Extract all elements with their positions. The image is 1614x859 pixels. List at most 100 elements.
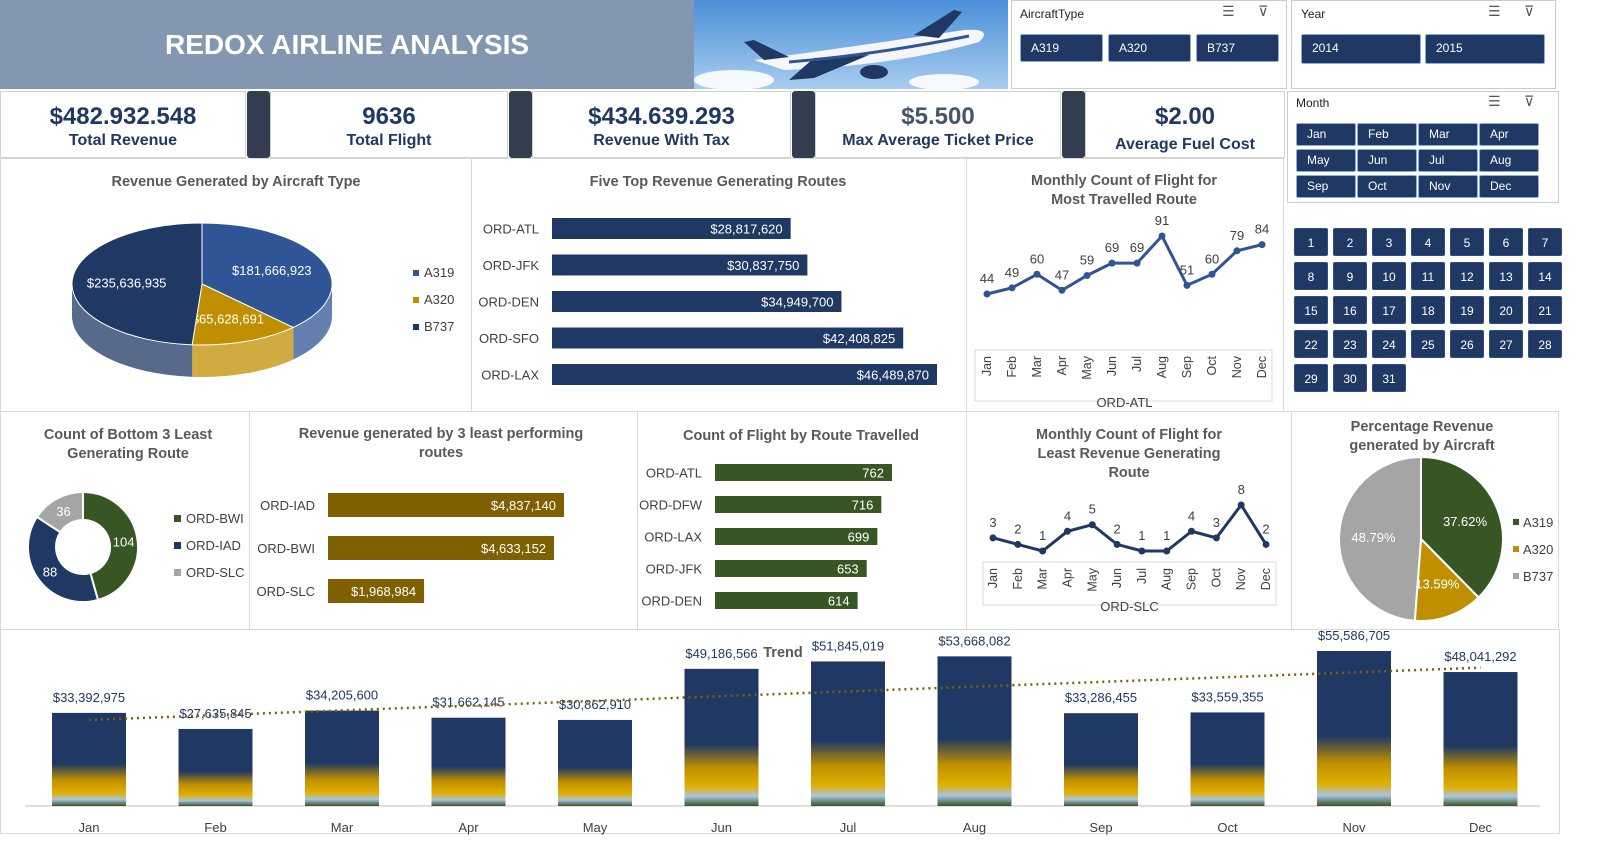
bar[interactable] [1190, 712, 1265, 806]
data-point[interactable] [1083, 271, 1091, 279]
month-oct-button[interactable]: Oct [1357, 175, 1417, 198]
day-11-button[interactable]: 11 [1411, 262, 1445, 290]
bar[interactable] [328, 579, 425, 603]
day-7-button[interactable]: 7 [1528, 228, 1562, 256]
data-point[interactable] [1163, 547, 1171, 555]
clear-filter-icon[interactable]: ⊽ [1524, 3, 1535, 19]
day-1-button[interactable]: 1 [1294, 228, 1328, 256]
month-jul-button[interactable]: Jul [1418, 149, 1478, 172]
bar[interactable] [552, 254, 808, 276]
bar[interactable] [558, 719, 632, 806]
month-sep-button[interactable]: Sep [1296, 175, 1356, 198]
bar[interactable] [178, 728, 253, 806]
day-23-button[interactable]: 23 [1333, 330, 1367, 358]
day-18-button[interactable]: 18 [1411, 296, 1445, 324]
month-dec-button[interactable]: Dec [1479, 175, 1539, 198]
year-2015-button[interactable]: 2015 [1425, 34, 1545, 64]
bar[interactable] [552, 218, 791, 239]
data-point[interactable] [1183, 281, 1191, 289]
month-feb-button[interactable]: Feb [1357, 123, 1417, 146]
data-point[interactable] [1262, 540, 1270, 548]
multiselect-icon[interactable]: ☰ [1488, 3, 1501, 19]
day-28-button[interactable]: 28 [1528, 330, 1562, 358]
data-point[interactable] [1014, 540, 1022, 548]
data-point[interactable] [1208, 270, 1216, 278]
data-point[interactable] [1063, 527, 1071, 535]
day-24-button[interactable]: 24 [1372, 330, 1406, 358]
day-20-button[interactable]: 20 [1489, 296, 1523, 324]
bar[interactable] [715, 464, 892, 481]
day-14-button[interactable]: 14 [1528, 262, 1562, 290]
data-point[interactable] [1008, 284, 1016, 292]
day-31-button[interactable]: 31 [1372, 364, 1406, 392]
pie-slice[interactable] [191, 283, 295, 346]
bar[interactable] [715, 528, 878, 545]
multiselect-icon[interactable]: ☰ [1222, 3, 1235, 19]
bar[interactable] [431, 717, 506, 806]
bar[interactable] [328, 536, 555, 560]
aircraft-a320-button[interactable]: A320 [1108, 34, 1191, 62]
bar[interactable] [552, 327, 904, 349]
day-2-button[interactable]: 2 [1333, 228, 1367, 256]
pie-slice[interactable] [201, 222, 333, 329]
day-4-button[interactable]: 4 [1411, 228, 1445, 256]
bar[interactable] [684, 668, 759, 806]
bar[interactable] [328, 493, 564, 517]
bar[interactable] [1443, 672, 1518, 806]
day-22-button[interactable]: 22 [1294, 330, 1328, 358]
bar[interactable] [552, 291, 842, 312]
data-point[interactable] [1039, 547, 1047, 555]
data-point[interactable] [1033, 270, 1041, 278]
donut-slice[interactable] [82, 490, 139, 602]
day-21-button[interactable]: 21 [1528, 296, 1562, 324]
day-15-button[interactable]: 15 [1294, 296, 1328, 324]
day-13-button[interactable]: 13 [1489, 262, 1523, 290]
bar[interactable] [552, 364, 937, 385]
day-6-button[interactable]: 6 [1489, 228, 1523, 256]
data-point[interactable] [1237, 501, 1245, 509]
month-nov-button[interactable]: Nov [1418, 175, 1478, 198]
day-25-button[interactable]: 25 [1411, 330, 1445, 358]
day-19-button[interactable]: 19 [1450, 296, 1484, 324]
data-point[interactable] [1058, 286, 1066, 294]
bar[interactable] [1064, 713, 1138, 806]
month-apr-button[interactable]: Apr [1479, 123, 1539, 146]
day-26-button[interactable]: 26 [1450, 330, 1484, 358]
data-point[interactable] [1212, 534, 1220, 542]
pie-slice[interactable] [1420, 455, 1504, 599]
bar[interactable] [937, 656, 1012, 806]
bar[interactable] [715, 592, 858, 609]
data-point[interactable] [1088, 521, 1096, 529]
data-point[interactable] [983, 290, 991, 298]
donut-slice[interactable] [27, 515, 100, 603]
day-10-button[interactable]: 10 [1372, 262, 1406, 290]
data-point[interactable] [1113, 540, 1121, 548]
data-point[interactable] [989, 534, 997, 542]
bar[interactable] [1317, 651, 1391, 806]
day-29-button[interactable]: 29 [1294, 364, 1328, 392]
month-jun-button[interactable]: Jun [1357, 149, 1417, 172]
month-jan-button[interactable]: Jan [1296, 123, 1356, 146]
bar[interactable] [52, 712, 126, 806]
pie-slice[interactable] [1338, 455, 1422, 622]
data-point[interactable] [1233, 247, 1241, 255]
day-17-button[interactable]: 17 [1372, 296, 1406, 324]
aircraft-a319-button[interactable]: A319 [1020, 34, 1103, 62]
day-27-button[interactable]: 27 [1489, 330, 1523, 358]
clear-filter-icon[interactable]: ⊽ [1524, 93, 1535, 109]
year-2014-button[interactable]: 2014 [1301, 34, 1421, 64]
donut-slice[interactable] [35, 490, 84, 534]
day-5-button[interactable]: 5 [1450, 228, 1484, 256]
month-aug-button[interactable]: Aug [1479, 149, 1539, 172]
month-may-button[interactable]: May [1296, 149, 1356, 172]
bar[interactable] [715, 496, 882, 513]
data-point[interactable] [1138, 547, 1146, 555]
day-12-button[interactable]: 12 [1450, 262, 1484, 290]
data-point[interactable] [1108, 259, 1116, 267]
pie-slice[interactable] [71, 222, 203, 346]
bar[interactable] [715, 560, 867, 577]
multiselect-icon[interactable]: ☰ [1488, 93, 1501, 109]
day-16-button[interactable]: 16 [1333, 296, 1367, 324]
month-mar-button[interactable]: Mar [1418, 123, 1478, 146]
aircraft-b737-button[interactable]: B737 [1196, 34, 1279, 62]
